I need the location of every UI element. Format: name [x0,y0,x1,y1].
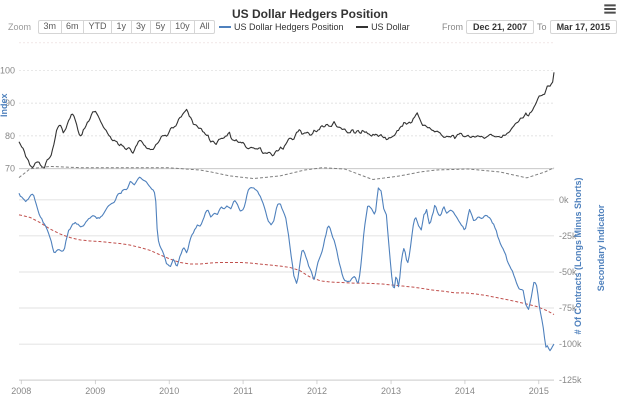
svg-text:2009: 2009 [85,386,105,396]
svg-text:Index: Index [0,94,9,118]
svg-text:Secondary Indicator: Secondary Indicator [596,204,606,291]
svg-text:2013: 2013 [381,386,401,396]
svg-text:-100k: -100k [559,339,582,349]
svg-text:# Of Contracts (Longs Minus Sh: # Of Contracts (Longs Minus Shorts) [573,177,583,334]
svg-text:2015: 2015 [529,386,549,396]
svg-text:100: 100 [0,65,15,75]
svg-text:80: 80 [5,131,15,141]
svg-text:2011: 2011 [233,386,252,396]
svg-text:2008: 2008 [11,386,31,396]
svg-text:0k: 0k [559,195,569,205]
svg-text:-125k: -125k [559,375,582,385]
svg-text:70: 70 [5,164,15,174]
svg-text:2014: 2014 [455,386,475,396]
svg-text:2012: 2012 [307,386,327,396]
svg-text:2010: 2010 [159,386,179,396]
